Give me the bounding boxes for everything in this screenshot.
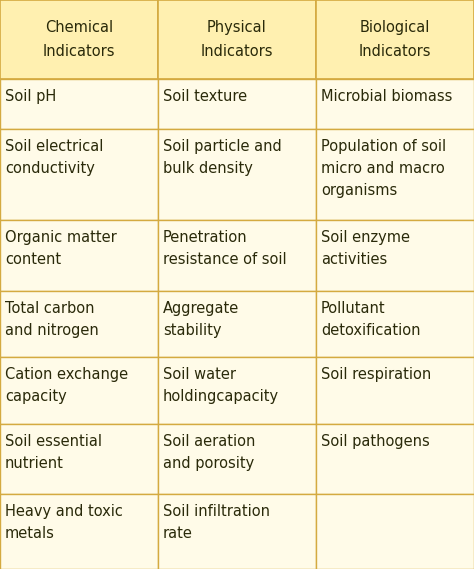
- Text: Physical
Indicators: Physical Indicators: [201, 20, 273, 59]
- Bar: [0, 129, 158, 220]
- Text: Soil particle and
bulk density: Soil particle and bulk density: [163, 139, 282, 176]
- Text: Biological
Indicators: Biological Indicators: [359, 20, 431, 59]
- Text: Soil pH: Soil pH: [5, 89, 56, 104]
- Text: Soil essential
nutrient: Soil essential nutrient: [5, 434, 102, 471]
- Text: Aggregate
stability: Aggregate stability: [163, 301, 239, 338]
- Text: Organic matter
content: Organic matter content: [5, 230, 117, 267]
- Bar: [0, 79, 158, 129]
- Text: Pollutant
detoxification: Pollutant detoxification: [321, 301, 420, 338]
- Bar: [0, 424, 158, 494]
- Bar: [158, 357, 316, 424]
- Text: Cation exchange
capacity: Cation exchange capacity: [5, 367, 128, 405]
- Text: Heavy and toxic
metals: Heavy and toxic metals: [5, 504, 123, 542]
- Text: Chemical
Indicators: Chemical Indicators: [43, 20, 115, 59]
- Bar: [0, 357, 158, 424]
- Bar: [0, 291, 158, 357]
- Bar: [316, 424, 474, 494]
- Bar: [0, 220, 158, 291]
- Bar: [0, 494, 158, 569]
- Bar: [158, 494, 316, 569]
- Text: Soil pathogens: Soil pathogens: [321, 434, 430, 448]
- Text: Soil electrical
conductivity: Soil electrical conductivity: [5, 139, 103, 176]
- Bar: [316, 79, 474, 129]
- Bar: [158, 291, 316, 357]
- Bar: [0, 0, 158, 79]
- Bar: [316, 0, 474, 79]
- Bar: [316, 291, 474, 357]
- Text: Soil water
holdingcapacity: Soil water holdingcapacity: [163, 367, 279, 405]
- Bar: [316, 129, 474, 220]
- Text: Soil texture: Soil texture: [163, 89, 247, 104]
- Text: Penetration
resistance of soil: Penetration resistance of soil: [163, 230, 287, 267]
- Bar: [158, 424, 316, 494]
- Text: Population of soil
micro and macro
organisms: Population of soil micro and macro organ…: [321, 139, 446, 198]
- Bar: [158, 220, 316, 291]
- Bar: [316, 494, 474, 569]
- Bar: [158, 0, 316, 79]
- Bar: [158, 79, 316, 129]
- Bar: [316, 220, 474, 291]
- Text: Total carbon
and nitrogen: Total carbon and nitrogen: [5, 301, 99, 338]
- Bar: [158, 129, 316, 220]
- Text: Soil enzyme
activities: Soil enzyme activities: [321, 230, 410, 267]
- Bar: [316, 357, 474, 424]
- Text: Soil respiration: Soil respiration: [321, 367, 431, 382]
- Text: Microbial biomass: Microbial biomass: [321, 89, 452, 104]
- Text: Soil aeration
and porosity: Soil aeration and porosity: [163, 434, 255, 471]
- Text: Soil infiltration
rate: Soil infiltration rate: [163, 504, 270, 542]
